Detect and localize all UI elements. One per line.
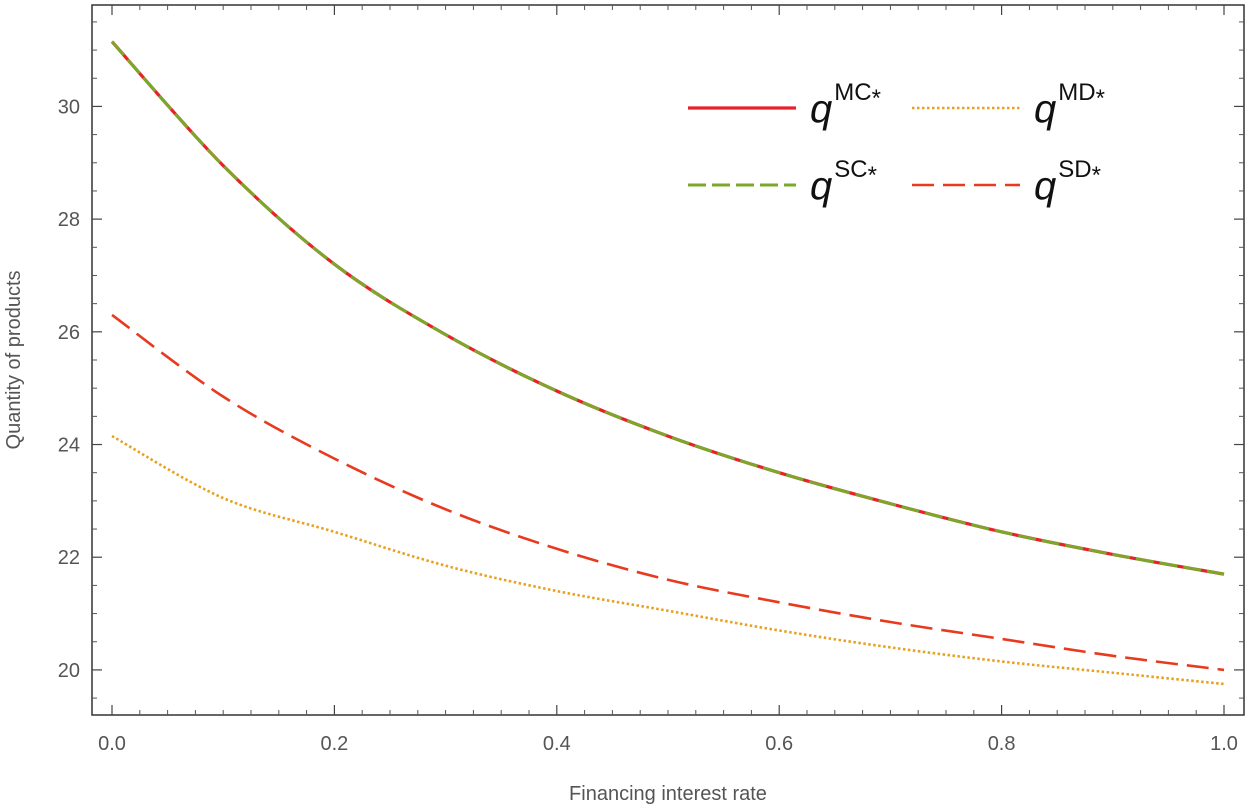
y-axis-ticks: 20 22 24 26 28 30: [58, 21, 1244, 699]
plot-frame: [91, 4, 1245, 716]
x-tick-label: 1.0: [1210, 733, 1238, 755]
x-axis-label: Financing interest rate: [569, 783, 767, 805]
series-line-md: [111, 434, 1225, 686]
y-tick-label: 20: [58, 660, 80, 682]
x-axis-ticks: 0.0 0.2 0.4 0.6 0.8 1.0: [98, 5, 1238, 755]
x-tick-label: 0.8: [988, 733, 1016, 755]
legend-label-md: qMD*: [1034, 79, 1105, 131]
y-tick-label: 28: [58, 209, 80, 231]
legend-label-mc: qMC*: [810, 79, 881, 131]
x-tick-label: 0.0: [98, 733, 126, 755]
series-line-sd: [111, 313, 1225, 672]
series-line-sc: [110, 40, 1225, 576]
x-tick-label: 0.6: [765, 733, 793, 755]
legend-label-sc: qSC*: [810, 156, 877, 208]
y-tick-label: 26: [58, 322, 80, 344]
legend-label-sd: qSD*: [1034, 156, 1101, 208]
x-tick-label: 0.2: [320, 733, 348, 755]
y-tick-label: 22: [58, 547, 80, 569]
series-line-mc: [110, 40, 1225, 576]
y-axis-label: Quantity of products: [3, 271, 25, 450]
y-tick-label: 30: [58, 96, 80, 118]
y-tick-label: 24: [58, 435, 80, 457]
series-lines: [110, 40, 1225, 686]
legend: qMC* qMD* qSC* qSD*: [688, 79, 1105, 208]
x-tick-label: 0.4: [543, 733, 571, 755]
